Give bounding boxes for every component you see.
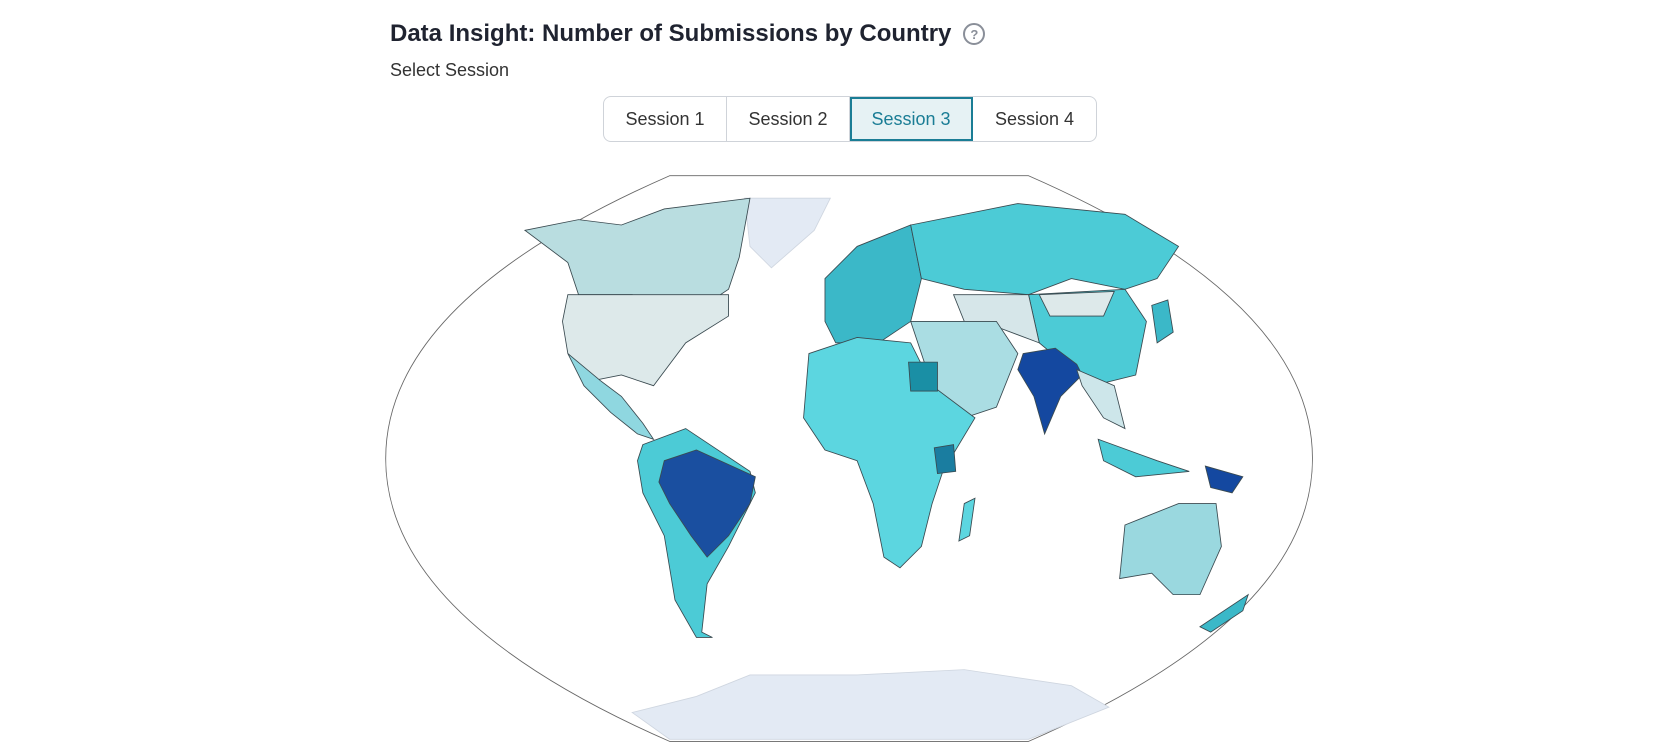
- title: Data Insight: Number of Submissions by C…: [390, 20, 952, 47]
- subtitle: Select Session: [390, 60, 510, 80]
- papua-new-guinea: [1204, 465, 1244, 494]
- egypt: [908, 361, 938, 392]
- brazil: [658, 449, 756, 558]
- kenya: [933, 444, 957, 475]
- session-tab[interactable]: Session 4: [994, 108, 1075, 129]
- indonesia: [1097, 438, 1190, 478]
- central-asia: [952, 294, 1040, 344]
- southeast-asia: [1076, 368, 1126, 430]
- mongolia: [1038, 290, 1115, 317]
- help-icon[interactable]: ?: [963, 23, 986, 45]
- russia: [910, 203, 1180, 296]
- australia: [1119, 503, 1222, 596]
- india: [1017, 347, 1083, 436]
- session-tab[interactable]: Session 1: [604, 97, 727, 141]
- central-america: [567, 353, 655, 441]
- session-tab[interactable]: Session 3: [850, 97, 973, 141]
- session-tab[interactable]: Session 2: [727, 97, 850, 141]
- title-row: Data Insight: Number of Submissions by C…: [390, 20, 986, 48]
- session-tabs: Session 1 Session 2 Session 3 Session 4: [603, 96, 1097, 142]
- antarctica: [631, 669, 1110, 740]
- japan: [1151, 299, 1174, 344]
- madagascar: [958, 497, 976, 542]
- africa: [803, 337, 976, 569]
- new-zealand: [1199, 593, 1249, 633]
- usa: [562, 294, 729, 387]
- greenland: [744, 197, 832, 269]
